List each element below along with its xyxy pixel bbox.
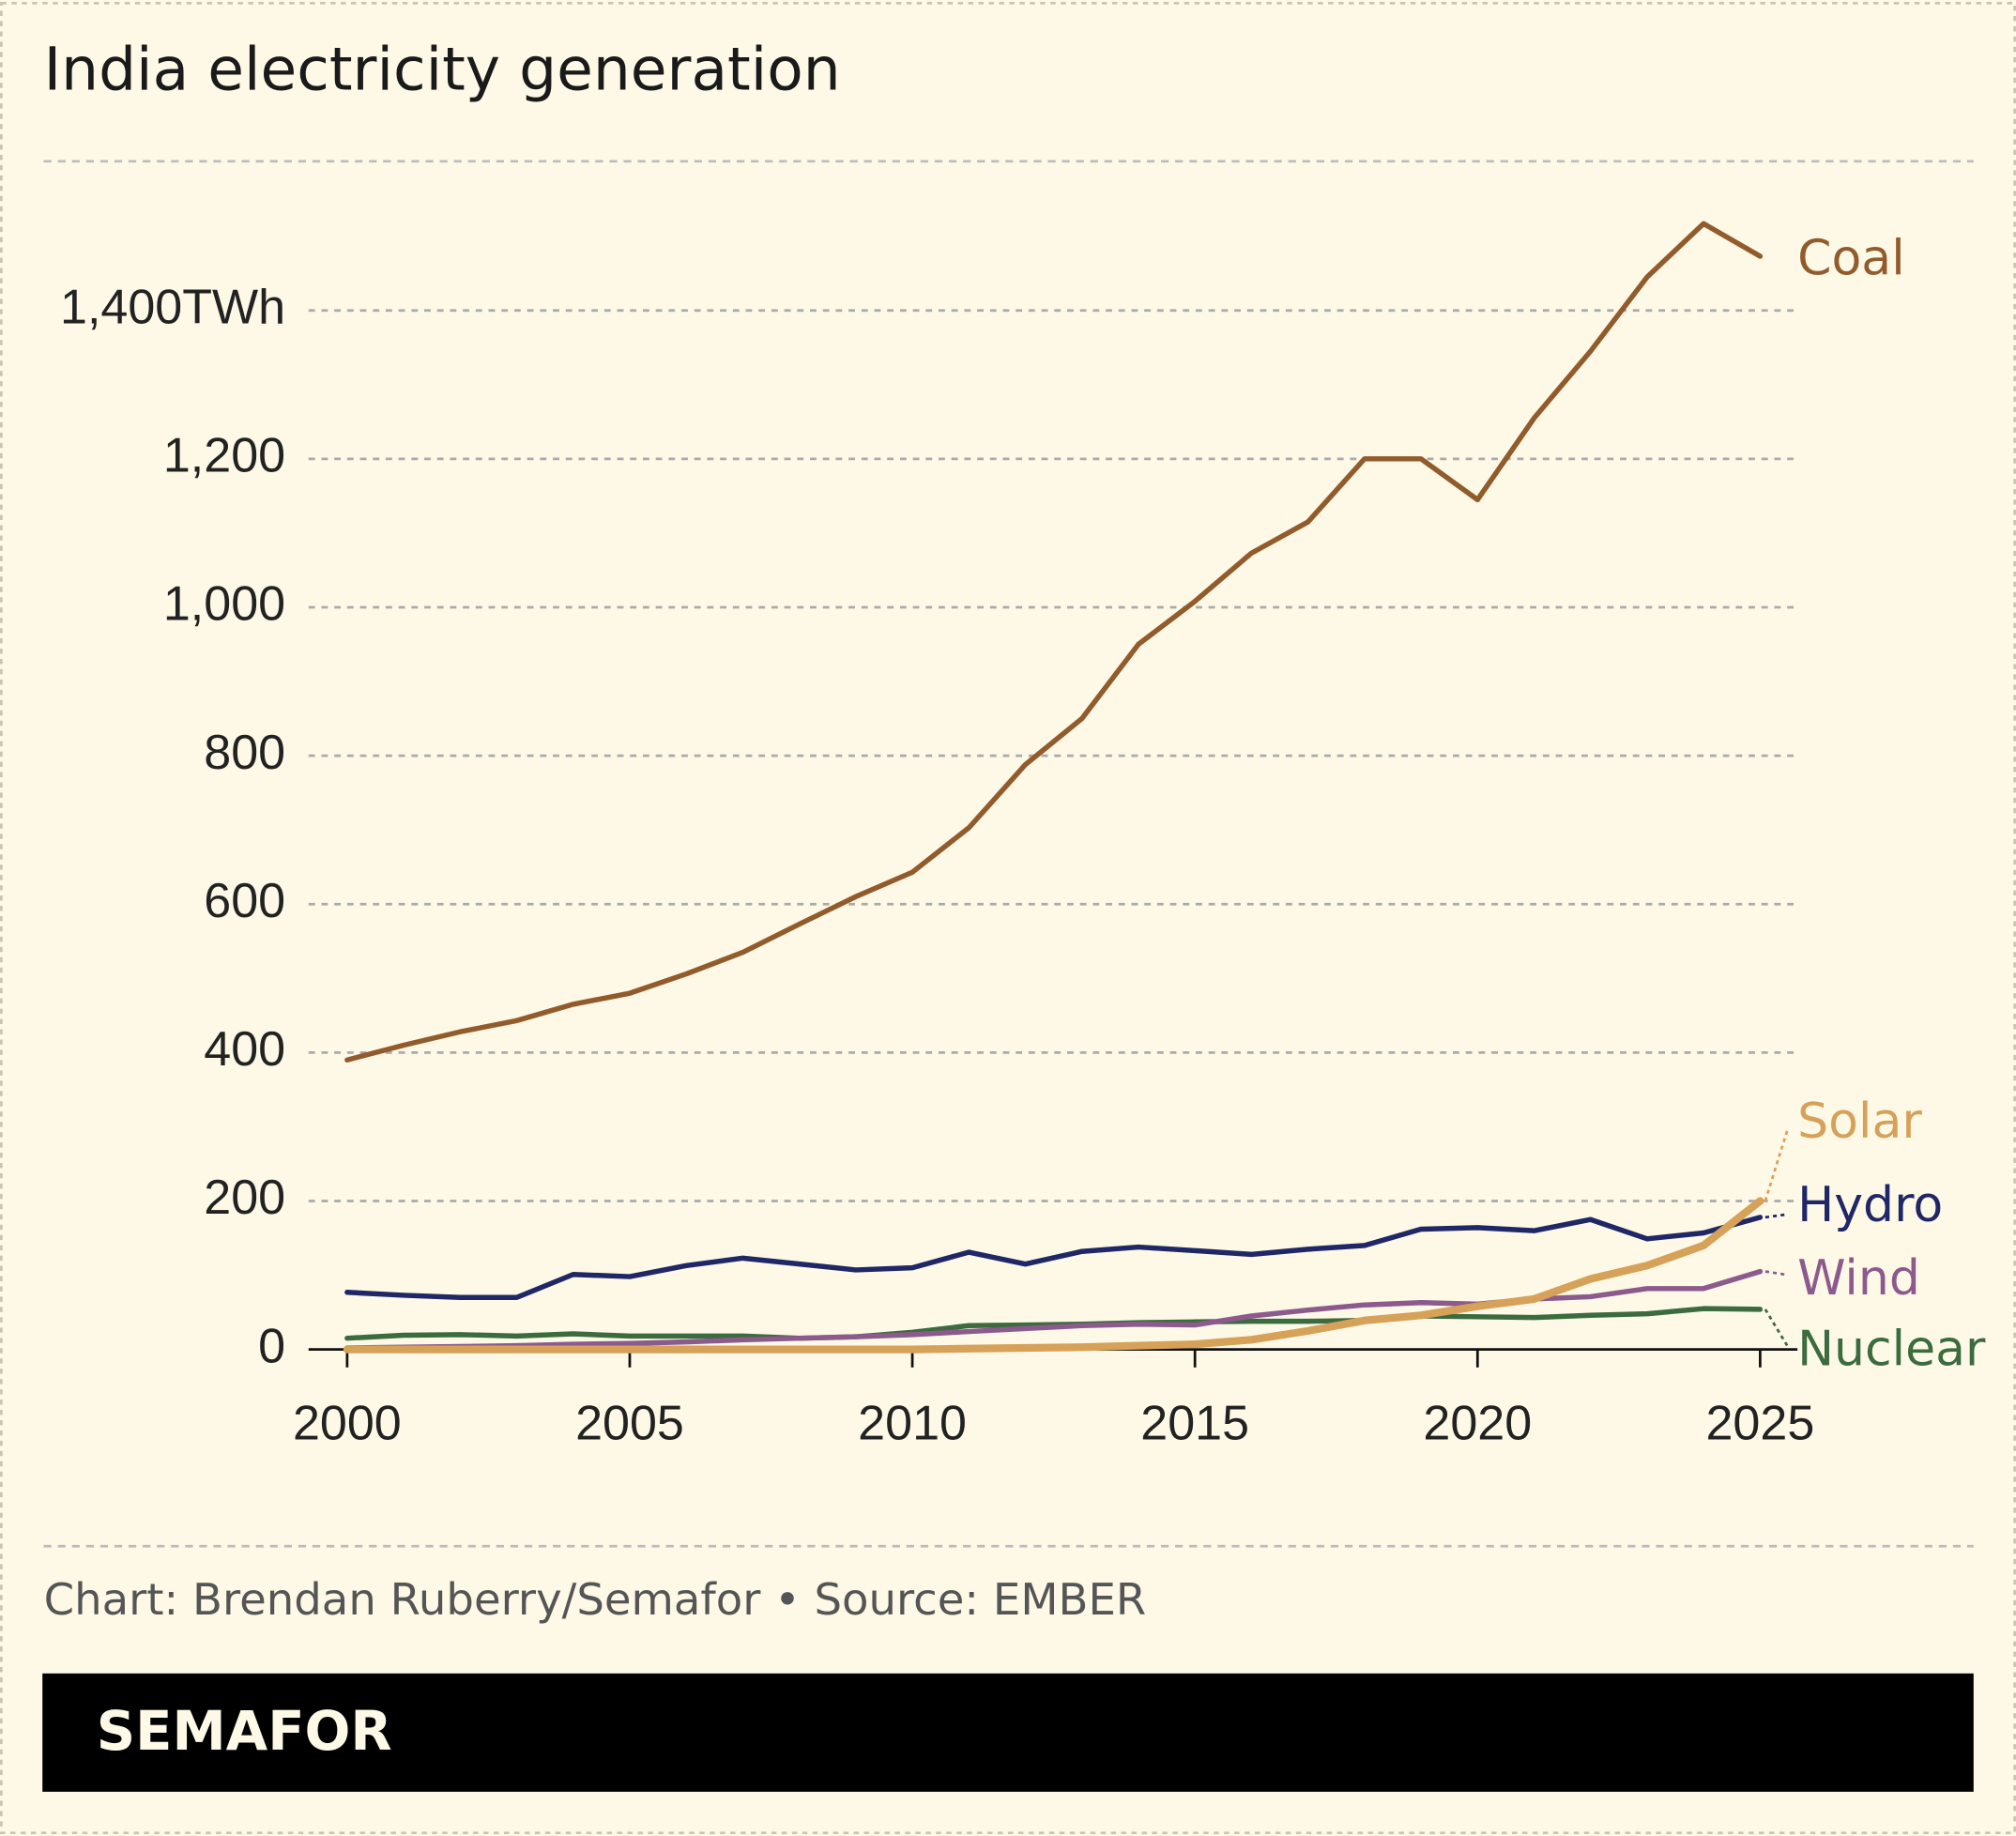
series-line bbox=[343, 1197, 1764, 1354]
x-tick-label: 2020 bbox=[1423, 1397, 1532, 1451]
series-line bbox=[344, 1215, 1764, 1300]
y-tick-label: 1,400TWh bbox=[60, 280, 285, 334]
x-tick-label: 2015 bbox=[1140, 1397, 1249, 1451]
y-tick-label: 200 bbox=[204, 1170, 285, 1225]
brand: SEMAFOR bbox=[97, 1700, 392, 1763]
chart-title: India electricity generation bbox=[44, 36, 841, 104]
source: Chart: Brendan Ruberry/Semafor • Source:… bbox=[44, 1574, 1147, 1625]
leader-line bbox=[1764, 1270, 1788, 1277]
y-tick-label: 400 bbox=[204, 1022, 285, 1077]
series-label: Hydro bbox=[1797, 1177, 1943, 1233]
x-tick-label: 2010 bbox=[858, 1397, 967, 1451]
x-tick-label: 2005 bbox=[575, 1397, 684, 1451]
x-tick-label: 2000 bbox=[293, 1397, 402, 1451]
y-tick-label: 800 bbox=[204, 726, 285, 780]
y-tick-label: 0 bbox=[258, 1319, 285, 1373]
series-line bbox=[344, 221, 1764, 1063]
y-tick-label: 1,000 bbox=[163, 577, 285, 632]
series-label: Wind bbox=[1797, 1250, 1920, 1307]
leader-line bbox=[1764, 1213, 1788, 1219]
series-label: Nuclear bbox=[1797, 1321, 1986, 1377]
y-tick-label: 600 bbox=[204, 874, 285, 928]
x-tick-label: 2025 bbox=[1705, 1397, 1814, 1451]
y-tick-label: 1,200 bbox=[163, 429, 285, 483]
series-label: Coal bbox=[1797, 231, 1905, 287]
brand-bar bbox=[42, 1673, 1974, 1792]
series-label: Solar bbox=[1797, 1094, 1922, 1150]
